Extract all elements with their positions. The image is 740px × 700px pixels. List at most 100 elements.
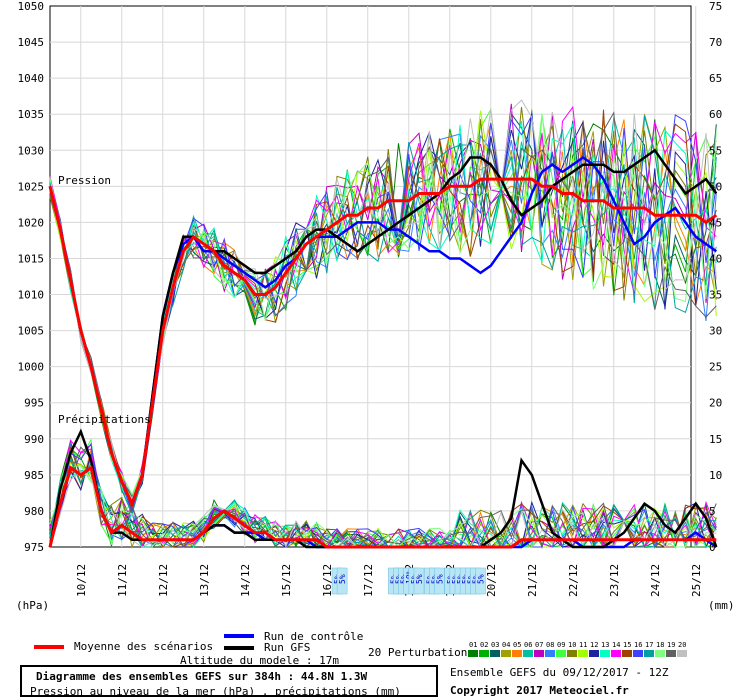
perturbation-number-label: 04 <box>502 641 511 649</box>
perturbation-number-label: 13 <box>601 641 610 649</box>
left-tick-label: 1040 <box>18 72 45 85</box>
x-tick-label: 23/12 <box>608 564 621 597</box>
perturbation-color-swatch <box>545 650 555 657</box>
left-tick-label: 995 <box>24 397 44 410</box>
x-tick-label: 14/12 <box>239 564 252 597</box>
perturbation-number-label: 14 <box>612 641 621 649</box>
pressure-panel-label: Pression <box>58 174 111 187</box>
gfs-legend-label: Run GFS <box>264 641 311 654</box>
right-tick-label: 30 <box>709 325 722 338</box>
perturbation-number-label: 03 <box>491 641 500 649</box>
perturbation-color-swatch <box>523 650 533 657</box>
left-tick-label: 980 <box>24 505 44 518</box>
snow-marker <box>475 567 486 595</box>
perturbation-color-swatch <box>534 650 544 657</box>
perturbation-number-label: 02 <box>480 641 489 649</box>
perturbation-number-label: 11 <box>579 641 588 649</box>
x-tick-label: 20/12 <box>485 564 498 597</box>
perturbation-color-swatch <box>567 650 577 657</box>
perturbation-color-swatch <box>479 650 489 657</box>
perturbation-number-label: 18 <box>656 641 665 649</box>
right-tick-label: 25 <box>709 361 722 374</box>
snow-percent-label: 5% <box>415 574 424 584</box>
perturbation-number-label: 16 <box>634 641 643 649</box>
perturbation-color-swatch <box>556 650 566 657</box>
x-tick-label: 24/12 <box>649 564 662 597</box>
x-tick-label: 17/12 <box>362 564 375 597</box>
x-tick-label: 21/12 <box>526 564 539 597</box>
right-unit-label: (mm) <box>708 599 735 612</box>
gfs-legend-swatch <box>224 646 254 650</box>
perturbation-color-swatch <box>512 650 522 657</box>
left-tick-label: 985 <box>24 469 44 482</box>
left-tick-label: 975 <box>24 541 44 554</box>
perturbation-color-swatch <box>622 650 632 657</box>
perturbation-color-swatch <box>677 650 687 657</box>
x-tick-label: 15/12 <box>280 564 293 597</box>
plot-frame <box>49 5 692 548</box>
mean-pressure-line <box>48 177 718 508</box>
right-tick-label: 15 <box>709 433 722 446</box>
right-tick-label: 65 <box>709 72 722 85</box>
perturbation-color-swatch <box>655 650 665 657</box>
perturbation-number-label: 15 <box>623 641 632 649</box>
altitude-label: Altitude du modele : 17m <box>180 654 339 667</box>
left-tick-label: 1025 <box>18 180 45 193</box>
gfs-pressure-line <box>48 148 718 507</box>
diagram-subtitle: Pression au niveau de la mer (hPa) , pré… <box>30 685 401 698</box>
perturbation-color-swatch <box>666 650 676 657</box>
mean-precip-line <box>48 465 717 549</box>
right-tick-label: 70 <box>709 36 722 49</box>
right-tick-label: 55 <box>709 144 722 157</box>
perturbation-number-label: 20 <box>678 641 687 649</box>
x-tick-label: 22/12 <box>567 564 580 597</box>
perturbation-color-swatch <box>644 650 654 657</box>
x-tick-label: 12/12 <box>157 564 170 597</box>
x-tick-label: 11/12 <box>116 564 129 597</box>
left-unit-label: (hPa) <box>16 599 49 612</box>
left-tick-label: 1010 <box>18 289 45 302</box>
snow-percent-label: 5% <box>436 574 445 584</box>
mean-legend-label: Moyenne des scénarios <box>74 640 214 653</box>
copyright: Copyright 2017 Meteociel.fr <box>450 684 629 697</box>
left-tick-label: 1005 <box>18 325 45 338</box>
left-tick-label: 1020 <box>18 216 45 229</box>
perturbation-number-label: 09 <box>557 641 566 649</box>
perturbation-20-pressure-line <box>49 99 717 500</box>
right-tick-label: 45 <box>709 216 722 229</box>
perturbation-number-label: 05 <box>513 641 522 649</box>
perturbation-number-label: 08 <box>546 641 555 649</box>
x-tick-label: 10/12 <box>75 564 88 597</box>
control-legend-swatch <box>224 634 254 638</box>
left-tick-label: 1030 <box>18 144 45 157</box>
right-tick-label: 50 <box>709 180 722 193</box>
x-tick-label: 25/12 <box>690 564 703 597</box>
left-tick-label: 990 <box>24 433 44 446</box>
perturbation-17-precip-line <box>49 458 717 549</box>
right-tick-label: 20 <box>709 397 722 410</box>
perturbations-legend-label: 20 Perturbations <box>368 646 474 659</box>
perturbation-color-swatch <box>578 650 588 657</box>
snow-marker <box>336 567 348 595</box>
run-info: Ensemble GEFS du 09/12/2017 - 12Z <box>450 666 669 679</box>
perturbation-number-label: 17 <box>645 641 654 649</box>
perturbation-number-label: 10 <box>568 641 577 649</box>
right-tick-label: 75 <box>709 0 722 13</box>
info-box: Diagramme des ensembles GEFS sur 384h : … <box>20 665 438 698</box>
mean-legend-swatch <box>34 645 64 649</box>
right-tick-label: 35 <box>709 289 722 302</box>
left-tick-label: 1045 <box>18 36 45 49</box>
left-tick-label: 1000 <box>18 361 45 374</box>
perturbation-number-label: 07 <box>535 641 544 649</box>
right-tick-label: 40 <box>709 252 722 265</box>
control-legend-label: Run de contrôle <box>264 630 364 643</box>
perturbation-number-label: 19 <box>667 641 676 649</box>
perturbation-color-swatch <box>589 650 599 657</box>
ensemble-chart-svg: 9759809859909951000100510101015102010251… <box>16 0 735 612</box>
left-tick-label: 1035 <box>18 108 45 121</box>
right-tick-label: 5 <box>709 505 716 518</box>
perturbation-color-swatch <box>490 650 500 657</box>
perturbation-color-swatch <box>633 650 643 657</box>
perturbation-9-precip-line <box>49 438 717 549</box>
